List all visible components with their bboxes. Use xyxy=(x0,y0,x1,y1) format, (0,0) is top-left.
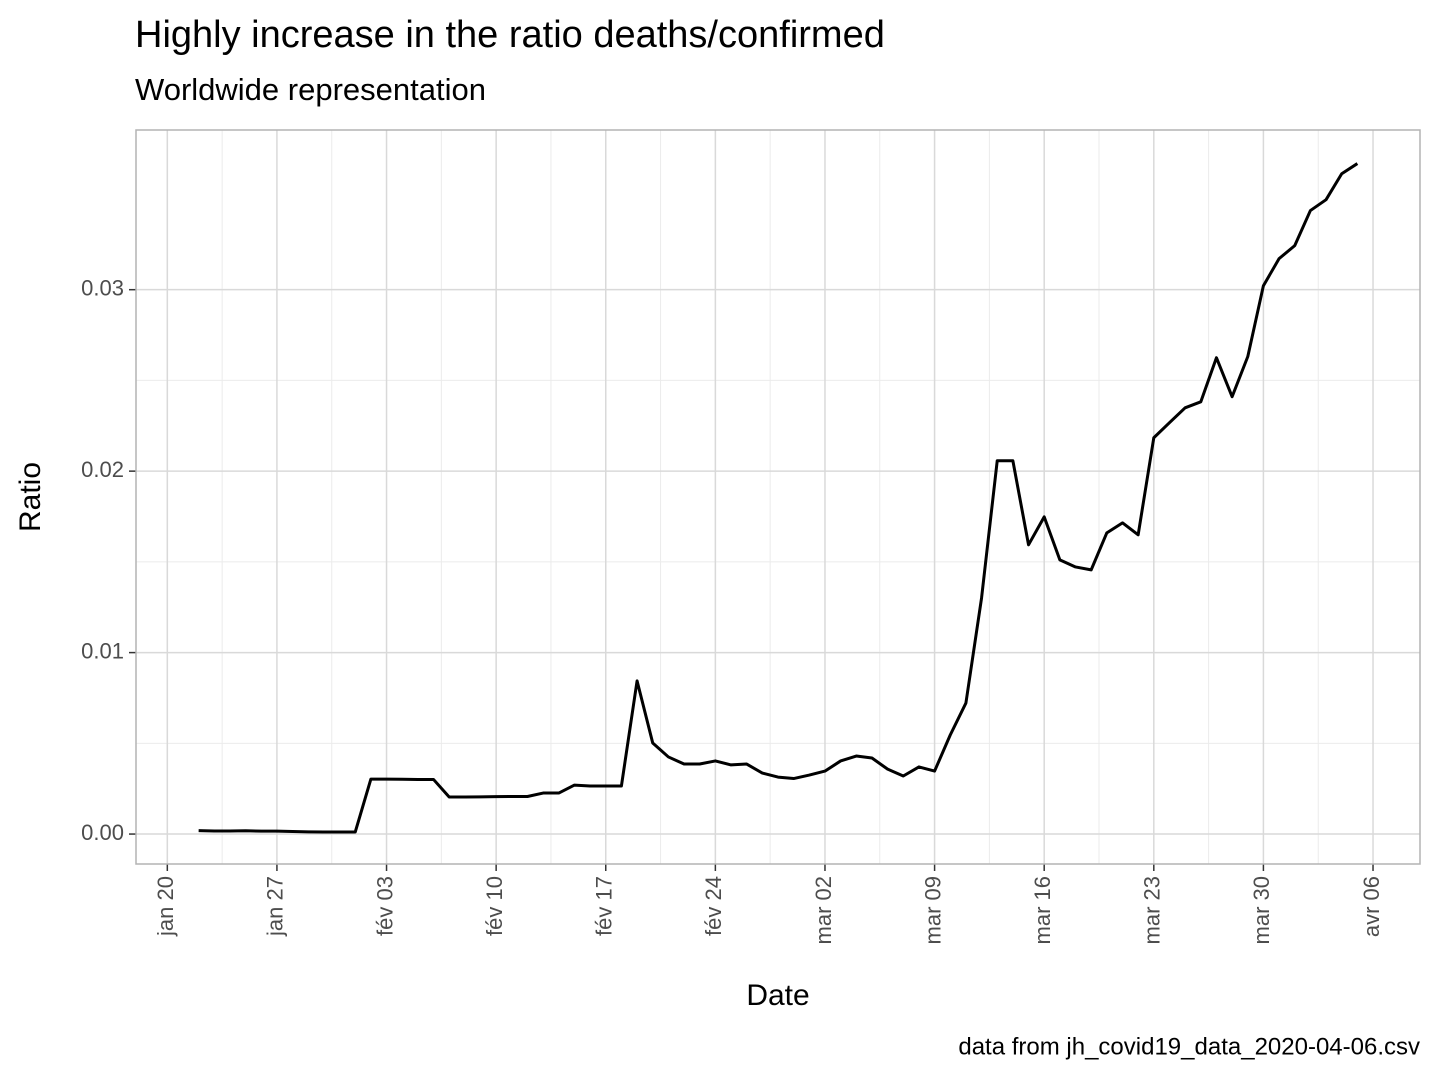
caption: data from jh_covid19_data_2020-04-06.csv xyxy=(958,1033,1420,1060)
x-tick-label: mar 09 xyxy=(920,876,945,944)
x-tick-label: fév 03 xyxy=(372,876,397,936)
x-tick-label: jan 20 xyxy=(153,876,178,937)
y-tick-label: 0.01 xyxy=(81,638,124,663)
y-tick-label: 0.03 xyxy=(81,275,124,300)
x-tick-label: jan 27 xyxy=(263,876,288,937)
x-tick-label: fév 10 xyxy=(482,876,507,936)
data-line xyxy=(198,162,1359,834)
chart-subtitle: Worldwide representation xyxy=(135,72,486,107)
x-tick-label: fév 24 xyxy=(701,876,726,936)
plot-border xyxy=(135,129,1421,865)
y-axis-label: Ratio xyxy=(14,462,47,532)
x-tick-label: mar 16 xyxy=(1030,876,1055,944)
x-tick-label: avr 06 xyxy=(1359,876,1384,937)
x-tick-label: fév 17 xyxy=(592,876,617,936)
x-tick-label: mar 30 xyxy=(1249,876,1274,944)
y-tick-label: 0.02 xyxy=(81,457,124,482)
y-tick-label: 0.00 xyxy=(81,820,124,845)
x-tick-label: mar 23 xyxy=(1140,876,1165,944)
x-tick-label: mar 02 xyxy=(811,876,836,944)
chart-title: Highly increase in the ratio deaths/conf… xyxy=(135,14,885,56)
x-axis-label: Date xyxy=(746,979,809,1012)
